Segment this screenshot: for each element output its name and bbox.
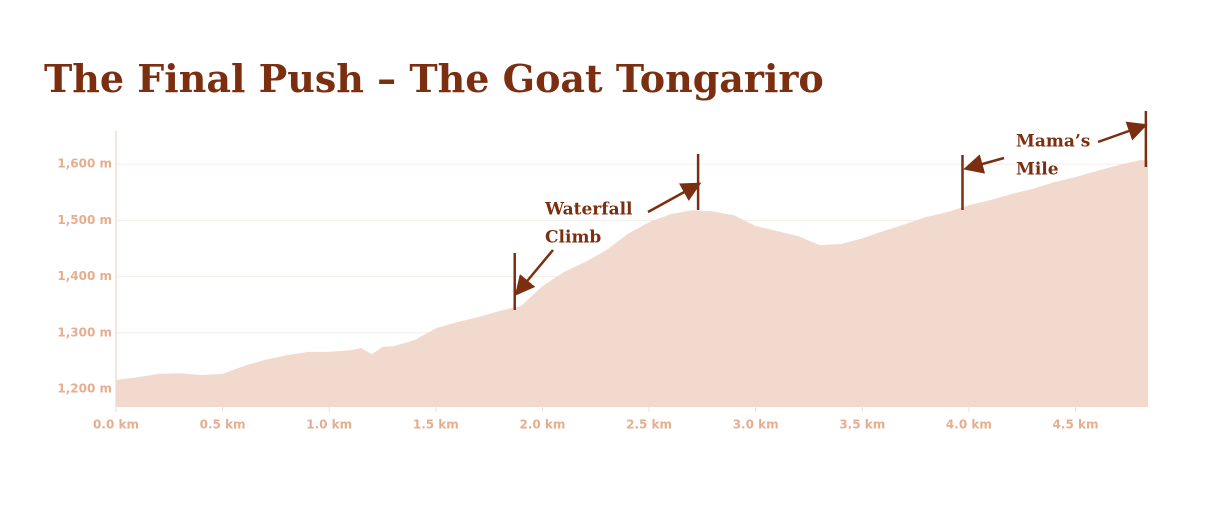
x-tick-label: 3.0 km — [733, 418, 779, 432]
annotation-text: Mama’s — [1016, 132, 1090, 152]
y-tick-label: 1,300 m — [57, 325, 112, 339]
annotation-arrow — [963, 154, 1005, 174]
x-tick-label: 3.5 km — [839, 418, 885, 432]
x-tick-label: 2.5 km — [626, 418, 672, 432]
annotation-text: Climb — [545, 228, 601, 248]
y-tick-label: 1,600 m — [57, 157, 112, 171]
x-tick-label: 2.0 km — [519, 418, 565, 432]
annotation-arrow — [647, 182, 702, 214]
x-tick-label: 4.0 km — [946, 418, 992, 432]
x-tick-label: 1.0 km — [306, 418, 352, 432]
annotation-text: Waterfall — [544, 200, 633, 220]
annotation-arrow — [514, 249, 554, 296]
annotation-text: Mile — [1016, 160, 1059, 180]
x-tick-label: 1.5 km — [413, 418, 459, 432]
x-tick-label: 0.0 km — [93, 418, 139, 432]
y-tick-label: 1,200 m — [57, 382, 112, 396]
y-tick-label: 1,500 m — [57, 213, 112, 227]
x-tick-label: 0.5 km — [200, 418, 246, 432]
annotation-arrow — [1097, 121, 1148, 144]
chart-title: The Final Push – The Goat Tongariro — [44, 56, 824, 101]
y-tick-label: 1,400 m — [57, 269, 112, 283]
area — [116, 160, 1148, 407]
x-tick-label: 4.5 km — [1053, 418, 1099, 432]
